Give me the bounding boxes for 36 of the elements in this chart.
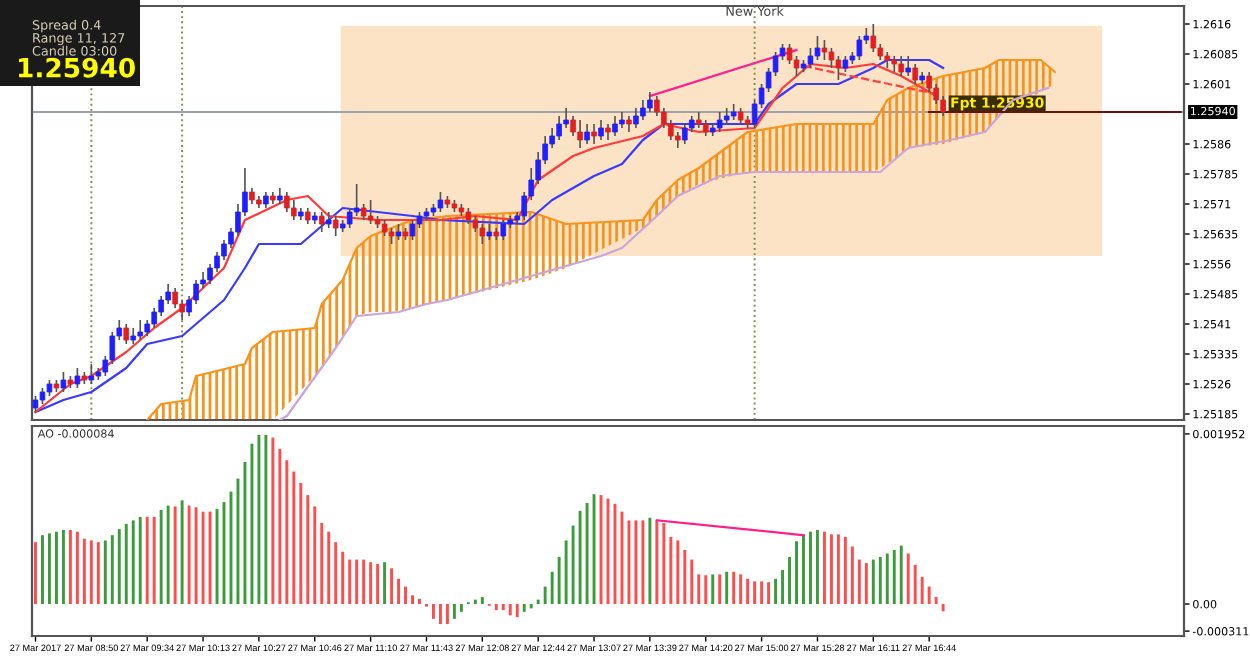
candlestick [137, 319, 144, 341]
candlestick [640, 99, 646, 121]
candlestick [647, 91, 653, 113]
candlestick [856, 35, 863, 61]
candlestick [409, 219, 416, 241]
candlestick [912, 63, 918, 85]
candlestick [74, 367, 81, 389]
candlestick [332, 215, 339, 237]
candlestick [584, 123, 590, 145]
candlestick [60, 371, 67, 393]
candlestick [367, 199, 374, 225]
candlestick [898, 55, 905, 77]
candlestick [633, 107, 639, 129]
annotation: 1.25940 [18, 57, 135, 78]
candlestick [682, 123, 688, 145]
candlestick [598, 119, 604, 141]
candlestick [807, 47, 814, 69]
candlestick [318, 211, 325, 233]
line-series [278, 86, 1049, 420]
candlestick [716, 111, 723, 133]
candlestick [870, 23, 877, 53]
candlestick [591, 123, 597, 145]
candlestick [814, 35, 821, 61]
candlestick [284, 191, 290, 213]
candlestick [828, 47, 835, 69]
candlestick [291, 199, 297, 221]
candlestick [821, 39, 828, 61]
candlestick [479, 223, 486, 245]
candlestick [500, 219, 507, 241]
candlestick [556, 115, 562, 141]
candlestick [612, 115, 618, 137]
candlestick [577, 119, 583, 149]
candlestick [835, 55, 842, 81]
candlestick [905, 55, 912, 77]
candlestick [123, 323, 130, 345]
candlestick [437, 191, 444, 213]
